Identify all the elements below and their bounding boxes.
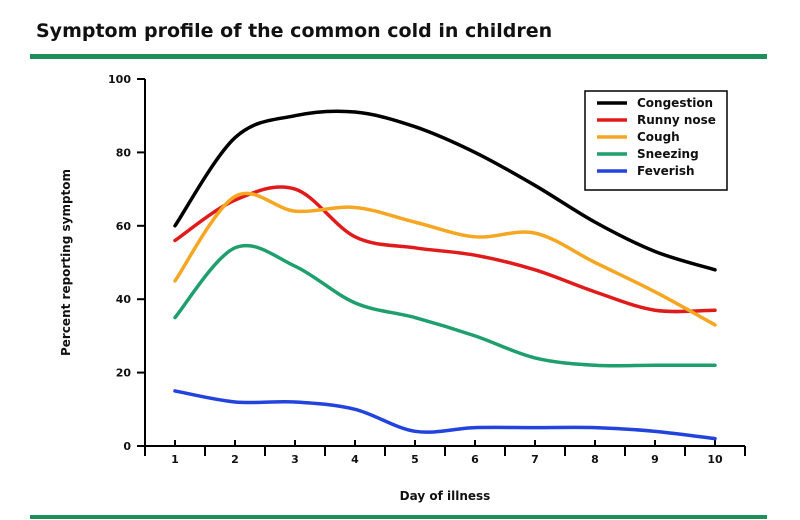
y-tick-label: 60 bbox=[116, 220, 132, 233]
x-tick-label: 7 bbox=[531, 453, 539, 466]
x-tick-label: 10 bbox=[707, 453, 723, 466]
y-tick-label: 20 bbox=[116, 367, 132, 380]
y-tick-label: 100 bbox=[108, 73, 131, 86]
x-axis-label: Day of illness bbox=[400, 489, 491, 503]
series-line-cough bbox=[173, 191, 717, 327]
legend-label-congestion: Congestion bbox=[637, 96, 713, 110]
y-tick-label: 40 bbox=[116, 293, 132, 306]
x-tick-label: 1 bbox=[171, 453, 179, 466]
legend: Congestion Runny nose Cough Sneezing Feveris… bbox=[584, 90, 728, 191]
x-tick-label: 5 bbox=[411, 453, 419, 466]
x-tick-label: 4 bbox=[351, 453, 359, 466]
chart-title: Symptom profile of the common cold in ch… bbox=[36, 20, 553, 42]
x-tick-label: 2 bbox=[231, 453, 239, 466]
title-divider bbox=[30, 54, 767, 59]
x-tick-label: 3 bbox=[291, 453, 299, 466]
legend-label-runny-nose: Runny nose bbox=[637, 113, 716, 127]
series-line-feverish bbox=[173, 389, 717, 441]
legend-label-feverish: Feverish bbox=[637, 164, 695, 178]
legend-label-sneezing: Sneezing bbox=[637, 147, 699, 161]
x-tick-label: 8 bbox=[591, 453, 599, 466]
legend-box bbox=[584, 90, 728, 191]
x-tick-label: 6 bbox=[471, 453, 479, 466]
y-tick-label: 80 bbox=[116, 146, 132, 159]
series-line-runny-nose bbox=[173, 185, 717, 314]
y-axis-label: Percent reporting symptom bbox=[59, 169, 73, 356]
y-tick-label: 0 bbox=[123, 440, 131, 453]
series-line-sneezing bbox=[173, 243, 717, 368]
series-line-congestion bbox=[173, 109, 717, 272]
legend-label-cough: Cough bbox=[637, 130, 680, 144]
x-tick-label: 9 bbox=[651, 453, 659, 466]
bottom-divider bbox=[30, 515, 767, 519]
